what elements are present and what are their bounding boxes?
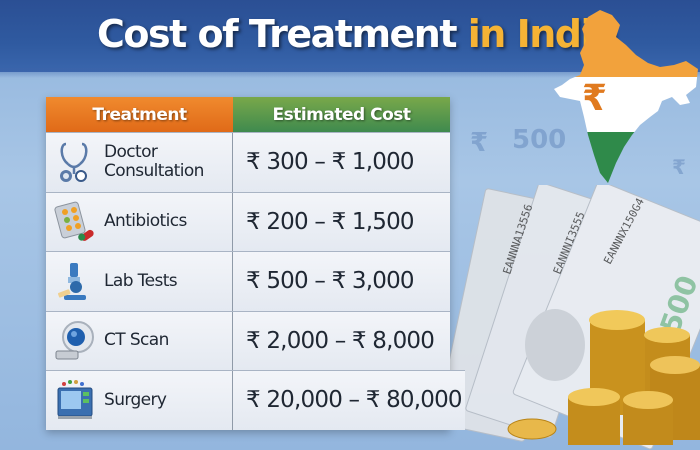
cost-cell: ₹ 2,000 – ₹ 8,000 (246, 327, 435, 354)
table-row: CT Scan ₹ 2,000 – ₹ 8,000 (46, 310, 450, 370)
treatment-label: Surgery (104, 389, 167, 410)
treatment-cell: Antibiotics (46, 192, 233, 251)
cost-cell: ₹ 200 – ₹ 1,500 (246, 208, 415, 235)
map-rupee-symbol: ₹ (582, 78, 608, 119)
microscope-icon (57, 263, 86, 301)
table-row: Doctor Consultation ₹ 300 – ₹ 1,000 (46, 132, 450, 192)
india-map-icon (554, 10, 698, 183)
treatment-label: Lab Tests (104, 270, 178, 291)
treatment-label-line2: Consultation (104, 161, 204, 182)
pills-icon (54, 201, 94, 241)
treatment-cell: Surgery (46, 371, 233, 430)
cost-cell: ₹ 300 – ₹ 1,000 (246, 149, 415, 176)
treatment-cell: Doctor Consultation (46, 133, 233, 192)
table-row: Antibiotics ₹ 200 – ₹ 1,500 (46, 191, 450, 251)
treatment-cell: Lab Tests (46, 252, 233, 311)
stethoscope-icon (60, 143, 88, 183)
treatment-label: Antibiotics (104, 211, 187, 232)
cost-cell: ₹ 20,000 – ₹ 80,000 (246, 387, 463, 414)
page-title: Cost of Treatment in India (97, 12, 618, 56)
treatment-label-line1: Doctor (104, 142, 158, 163)
ct-scanner-icon (55, 320, 94, 360)
treatment-label: CT Scan (104, 330, 169, 351)
background-rupee-icon: ₹ (470, 128, 489, 158)
table-header: Treatment Estimated Cost (46, 97, 450, 132)
treatment-cell: CT Scan (46, 311, 233, 370)
surgery-monitor-icon (57, 380, 93, 420)
background-rupee-icon: ₹ (672, 155, 686, 179)
header-estimated-cost: Estimated Cost (233, 97, 450, 132)
table-row: Surgery ₹ 20,000 – ₹ 80,000 (46, 370, 465, 430)
treatment-label: Doctor Consultation (104, 143, 204, 181)
table-row: Lab Tests ₹ 500 – ₹ 3,000 (46, 251, 450, 311)
background-denomination: 500 (512, 125, 567, 155)
cost-cell: ₹ 500 – ₹ 3,000 (246, 268, 415, 295)
banknotes-and-coins-image: EANNNA13556 EANNNI3555 EANNNX150G4 500 (436, 185, 700, 450)
title-banner (0, 0, 700, 78)
title-main: Cost of Treatment (97, 12, 458, 56)
treatment-cost-table: Treatment Estimated Cost Doctor Consulta… (46, 97, 465, 430)
header-treatment: Treatment (46, 97, 233, 132)
